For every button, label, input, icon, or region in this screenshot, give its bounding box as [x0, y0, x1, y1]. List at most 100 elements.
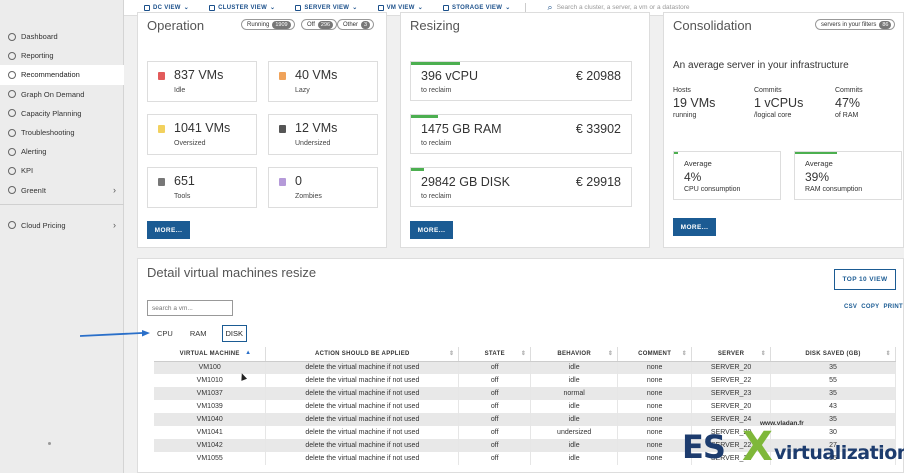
- operation-tile-lazy[interactable]: 40 VMs Lazy: [268, 61, 378, 102]
- column-header[interactable]: ACTION SHOULD BE APPLIED ⇕: [265, 347, 460, 362]
- export-print-link[interactable]: PRINT: [883, 304, 903, 310]
- resizing-value: 1475 GB RAM: [421, 122, 502, 136]
- table-cell: VM1040: [154, 413, 267, 426]
- tile-label: Undersized: [295, 140, 331, 147]
- sidebar-item-troubleshooting[interactable]: Troubleshooting: [0, 123, 124, 142]
- category-icon: [158, 72, 165, 80]
- operation-tile-undersized[interactable]: 12 VMs Undersized: [268, 114, 378, 155]
- category-icon: [279, 178, 286, 186]
- reclaim-progress-bar: [411, 62, 460, 65]
- resizing-more-button[interactable]: MORE...: [410, 221, 453, 239]
- column-header-label: COMMENT: [638, 350, 672, 357]
- consolidation-card: [663, 12, 904, 248]
- tab-disk[interactable]: DISK: [221, 325, 248, 342]
- nav-item-cluster-view[interactable]: CLUSTER VIEW ⌄: [209, 4, 275, 11]
- sidebar-item-cloud-pricing[interactable]: Cloud Pricing ›: [0, 216, 124, 235]
- stat-value: 1 vCPUs: [754, 96, 804, 110]
- sidebar-item-dashboard[interactable]: Dashboard: [0, 27, 124, 46]
- tab-cpu[interactable]: CPU: [157, 329, 173, 338]
- table-cell: VM1055: [154, 452, 267, 465]
- column-header[interactable]: COMMENT ⇕: [617, 347, 693, 362]
- table-cell: 30: [770, 426, 896, 439]
- table-row[interactable]: VM1040 delete the virtual machine if not …: [154, 413, 896, 426]
- table-header: VIRTUAL MACHINE ▲ ACTION SHOULD BE APPLIED…: [154, 347, 896, 362]
- sidebar-item-recommendation[interactable]: Recommendation: [0, 65, 124, 85]
- table-cell: SERVER_24: [691, 413, 772, 426]
- operation-tile-tools[interactable]: 651 Tools: [147, 167, 257, 208]
- sidebar-item-kpi[interactable]: KPI: [0, 161, 124, 180]
- reporting-icon: [8, 51, 16, 60]
- table-cell: delete the virtual machine if not used: [265, 452, 460, 465]
- servers-filter-pill[interactable]: servers in your filters 86: [815, 19, 896, 30]
- state-pill-running[interactable]: Running 1909: [241, 19, 295, 30]
- table-cell: SERVER_23: [691, 387, 772, 400]
- resizing-tile[interactable]: 29842 GB DISK € 29918 to reclaim: [410, 167, 632, 207]
- column-header[interactable]: DISK SAVED (GB) ⇕: [770, 347, 896, 362]
- state-pill-other[interactable]: Other 3: [337, 19, 375, 30]
- tab-ram[interactable]: RAM: [189, 329, 207, 338]
- consolidation-more-button[interactable]: MORE...: [673, 218, 716, 236]
- operation-tile-idle[interactable]: 837 VMs Idle: [147, 61, 257, 102]
- top10-view-button[interactable]: TOP 10 VIEW: [834, 269, 896, 290]
- export-copy-link[interactable]: COPY: [861, 304, 880, 310]
- nav-item-storage-view[interactable]: STORAGE VIEW ⌄: [443, 4, 511, 11]
- sidebar-item-reporting[interactable]: Reporting: [0, 46, 124, 65]
- sidebar-item-label: Recommendation: [21, 70, 80, 80]
- table-cell: 27: [770, 439, 896, 452]
- sidebar-item-label: Reporting: [21, 51, 54, 61]
- sort-asc-icon: ▲: [245, 350, 252, 356]
- stat-sub: /logical core: [754, 112, 792, 119]
- state-pill-off[interactable]: Off 296: [301, 19, 338, 30]
- table-row[interactable]: VM100 delete the virtual machine if not u…: [154, 361, 896, 374]
- table-row[interactable]: VM1037 delete the virtual machine if not …: [154, 387, 896, 400]
- sidebar-item-graph-on-demand[interactable]: Graph On Demand: [0, 85, 124, 104]
- table-cell: none: [617, 400, 693, 413]
- operation-more-button[interactable]: MORE...: [147, 221, 190, 239]
- category-icon: [279, 72, 286, 80]
- table-cell: SERVER_22: [691, 374, 772, 387]
- sidebar-item-capacity-planning[interactable]: Capacity Planning: [0, 104, 124, 123]
- table-row[interactable]: VM1010 delete the virtual machine if not …: [154, 374, 896, 387]
- resizing-value: 396 vCPU: [421, 69, 478, 83]
- column-header[interactable]: VIRTUAL MACHINE ▲: [154, 347, 267, 362]
- export-csv-link[interactable]: CSV: [844, 304, 858, 310]
- chevron-right-icon: ›: [113, 185, 116, 196]
- sidebar-item-alerting[interactable]: Alerting: [0, 142, 124, 161]
- resizing-tile[interactable]: 1475 GB RAM € 33902 to reclaim: [410, 114, 632, 154]
- table-row[interactable]: VM1041 delete the virtual machine if not …: [154, 426, 896, 439]
- nav-item-dc-view[interactable]: DC VIEW ⌄: [144, 4, 189, 11]
- operation-tile-oversized[interactable]: 1041 VMs Oversized: [147, 114, 257, 155]
- global-search[interactable]: ⌕ Search a cluster, a server, a vm or a d…: [548, 2, 690, 13]
- pill-label: Off: [307, 21, 315, 28]
- operation-tile-zombies[interactable]: 0 Zombies: [268, 167, 378, 208]
- column-header-label: VIRTUAL MACHINE: [179, 350, 240, 357]
- view-icon: [377, 4, 384, 11]
- servers-filter-label: servers in your filters: [821, 21, 877, 28]
- table-cell: idle: [530, 374, 619, 387]
- column-header[interactable]: SERVER ⇕: [691, 347, 772, 362]
- sidebar-item-greenit[interactable]: GreenIt ›: [0, 181, 124, 200]
- table-cell: none: [617, 387, 693, 400]
- table-cell: 35: [770, 361, 896, 374]
- nav-item-vm-view[interactable]: VM VIEW ⌄: [377, 4, 423, 11]
- table-row[interactable]: VM1055 delete the virtual machine if not …: [154, 452, 896, 465]
- table-cell: idle: [530, 439, 619, 452]
- stat-value: 19 VMs: [673, 96, 716, 110]
- column-header-label: SERVER: [717, 350, 745, 357]
- view-icon: [209, 4, 216, 11]
- tile-value: 651: [174, 174, 195, 188]
- column-header[interactable]: STATE ⇕: [458, 347, 532, 362]
- vm-search-input[interactable]: [147, 300, 233, 316]
- table-cell: VM1042: [154, 439, 267, 452]
- column-header-label: BEHAVIOR: [557, 350, 591, 357]
- column-header[interactable]: BEHAVIOR ⇕: [530, 347, 619, 362]
- tile-value: 0: [295, 174, 302, 188]
- table-row[interactable]: VM1039 delete the virtual machine if not …: [154, 400, 896, 413]
- tile-label: Idle: [174, 87, 186, 94]
- chevron-down-icon: ⌄: [270, 5, 276, 11]
- resizing-price: € 20988: [575, 69, 621, 83]
- nav-item-server-view[interactable]: SERVER VIEW ⌄: [295, 4, 357, 11]
- graph-icon: [8, 90, 16, 99]
- resizing-tile[interactable]: 396 vCPU € 20988 to reclaim: [410, 61, 632, 101]
- table-row[interactable]: VM1042 delete the virtual machine if not …: [154, 439, 896, 452]
